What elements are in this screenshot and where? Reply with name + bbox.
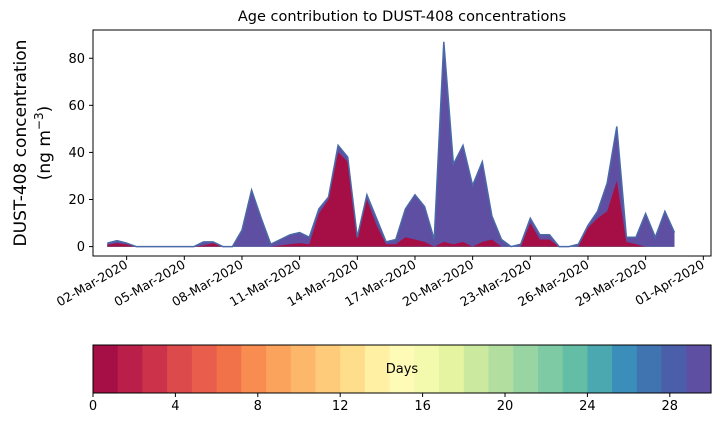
age-band-area-21 xyxy=(107,81,675,247)
y-axis-units-exponent: −3 xyxy=(32,112,46,130)
colorbar-swatch xyxy=(241,345,267,393)
colorbar-frame xyxy=(92,344,712,394)
y-tick-label: 20 xyxy=(68,193,85,208)
colorbar-swatch xyxy=(612,345,638,393)
colorbar-tick-label: 20 xyxy=(497,399,514,414)
age-band-area-23 xyxy=(107,52,675,247)
colorbar-swatch xyxy=(513,345,539,393)
colorbar-swatch xyxy=(142,345,168,393)
y-axis-label: DUST-408 concentration xyxy=(11,40,31,247)
y-axis-label-line1: DUST-408 concentration xyxy=(11,40,31,247)
colorbar-swatch xyxy=(167,345,193,393)
colorbar-label: Days xyxy=(386,362,419,377)
age-band-area-22 xyxy=(107,67,675,247)
colorbar-swatch xyxy=(537,345,564,393)
axes-frame xyxy=(92,29,712,257)
y-axis-units-base: (ng m xyxy=(35,130,55,180)
colorbar-swatch xyxy=(389,345,415,393)
colorbar-swatch xyxy=(364,345,391,393)
colorbar-swatch xyxy=(439,345,465,393)
fresh-dust-area xyxy=(107,152,675,247)
colorbar-tick-label: 16 xyxy=(414,399,431,414)
colorbar-swatch xyxy=(290,345,317,393)
colorbar-tick-label: 8 xyxy=(254,399,262,414)
y-axis-label-units: (ng m−3) xyxy=(32,106,55,181)
age-band-area-24 xyxy=(107,41,675,247)
colorbar-swatch xyxy=(488,345,514,393)
colorbar-swatch xyxy=(93,345,119,393)
colorbar-tick-label: 0 xyxy=(89,399,97,414)
colorbar-swatch xyxy=(117,345,144,393)
colorbar-swatch xyxy=(661,345,687,393)
colorbar-tick-label: 12 xyxy=(332,399,349,414)
colorbar-ticks: 0 4 8 12 16 20 24 28 xyxy=(89,393,678,414)
colorbar-swatch xyxy=(340,345,366,393)
colorbar-tick-label: 4 xyxy=(171,399,179,414)
y-tick-label: 80 xyxy=(68,52,85,67)
y-axis-units-close: ) xyxy=(35,106,55,113)
colorbar-swatch xyxy=(636,345,663,393)
colorbar-swatch xyxy=(686,345,712,393)
colorbar-tick-label: 28 xyxy=(662,399,679,414)
y-axis-ticks: 0 20 40 60 80 xyxy=(68,52,93,255)
colorbar-swatch xyxy=(463,345,490,393)
total-concentration-line xyxy=(107,41,676,248)
colorbar-swatch xyxy=(191,345,218,393)
chart-title: Age contribution to DUST-408 concentrati… xyxy=(238,9,566,25)
y-tick-label: 40 xyxy=(68,146,85,161)
colorbar-swatch xyxy=(266,345,292,393)
x-axis-ticks: 02-Mar-202005-Mar-202008-Mar-202011-Mar-… xyxy=(54,256,707,309)
y-tick-label: 0 xyxy=(77,240,85,255)
colorbar-swatch xyxy=(587,345,613,393)
plot-area xyxy=(107,41,676,248)
colorbar-swatch xyxy=(562,345,588,393)
colorbar-swatch xyxy=(315,345,341,393)
colorbar xyxy=(93,345,712,393)
colorbar-swatch xyxy=(216,345,242,393)
colorbar-swatch xyxy=(414,345,440,393)
colorbar-tick-label: 24 xyxy=(579,399,596,414)
y-tick-label: 60 xyxy=(68,99,85,114)
